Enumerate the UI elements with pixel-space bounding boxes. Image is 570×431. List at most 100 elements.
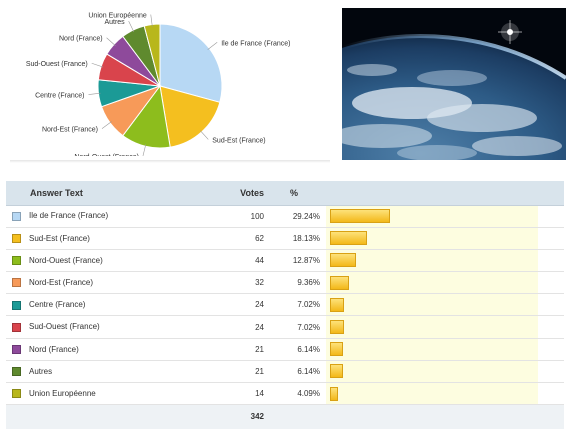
pie-slice-label: Sud-Ouest (France) (26, 61, 88, 68)
earth-photo (342, 8, 566, 160)
legend-swatch (12, 300, 21, 310)
legend-swatch (12, 211, 21, 221)
results-table: Answer Text Votes % Ile de France (Franc… (6, 181, 564, 429)
pie-slice-label: Union Européenne (88, 13, 146, 20)
chart-shadow (10, 160, 330, 163)
pie-chart-svg: Ile de France (France) Sud-Est (France) No… (26, 13, 290, 156)
percent-cell: 12.87% (268, 249, 326, 273)
row-spacer (538, 293, 564, 317)
answer-cell: Sud-Ouest (France) (6, 315, 216, 339)
total-votes: 342 (216, 404, 268, 429)
answer-text: Ile de France (France) (29, 211, 109, 221)
pie-leader-line (207, 42, 218, 50)
pie-slice-label: Nord (France) (59, 36, 103, 43)
answer-text: Sud-Est (France) (29, 233, 90, 243)
answer-cell: Sud-Est (France) (6, 227, 216, 250)
row-spacer (538, 338, 564, 361)
header-spacer (538, 181, 564, 206)
pie-leader-line (101, 121, 112, 129)
answer-text: Nord (France) (29, 344, 79, 354)
pie-leader-line (142, 144, 147, 156)
answer-cell: Ile de France (France) (6, 205, 216, 228)
votes-cell: 62 (216, 227, 268, 250)
table-row: Ile de France (France) 100 29.24% (6, 205, 564, 228)
total-pct-cell (268, 404, 326, 429)
vote-bar (330, 209, 390, 224)
answer-cell: Nord-Est (France) (6, 271, 216, 295)
row-spacer (538, 249, 564, 273)
answer-header: Answer Text (6, 181, 216, 206)
votes-cell: 32 (216, 271, 268, 295)
votes-cell: 24 (216, 293, 268, 317)
answer-text: Autres (29, 366, 53, 376)
legend-swatch (12, 256, 21, 266)
pie-slice-label: Ile de France (France) (221, 40, 290, 47)
row-spacer (538, 227, 564, 250)
vote-bar (330, 342, 343, 357)
bar-cell (326, 249, 538, 273)
bar-cell (326, 338, 538, 361)
bar-header (326, 181, 538, 206)
bar-cell (326, 360, 538, 384)
percent-cell: 6.14% (268, 360, 326, 384)
total-label-cell (6, 404, 216, 429)
votes-cell: 24 (216, 315, 268, 339)
table-row: Autres 21 6.14% (6, 360, 564, 384)
votes-cell: 21 (216, 338, 268, 361)
percent-cell: 18.13% (268, 227, 326, 250)
bar-cell (326, 227, 538, 250)
row-spacer (538, 360, 564, 384)
pie-leader-line (200, 130, 209, 140)
vote-bar (330, 364, 343, 379)
vote-bar (330, 386, 338, 401)
votes-cell: 21 (216, 360, 268, 384)
bar-cell (326, 293, 538, 317)
pie-leader-line (88, 92, 101, 95)
vote-bar (330, 231, 367, 246)
vote-bar (330, 253, 356, 268)
pie-leader-line (128, 21, 135, 33)
pie-leader-line (91, 62, 104, 68)
table-row: Nord (France) 21 6.14% (6, 338, 564, 361)
pie-leader-line (106, 37, 116, 46)
pie-slice-label: Sud-Est (France) (212, 137, 265, 144)
percent-cell: 9.36% (268, 271, 326, 295)
votes-header: Votes (216, 181, 268, 206)
answer-cell: Centre (France) (6, 293, 216, 317)
answer-text: Centre (France) (29, 300, 86, 310)
total-bar-cell (326, 404, 538, 429)
table-row: Union Européenne 14 4.09% (6, 382, 564, 406)
bar-cell (326, 271, 538, 295)
percent-cell: 6.14% (268, 338, 326, 361)
answer-text: Nord-Est (France) (29, 277, 94, 287)
pie-slice-label: Autres (104, 19, 125, 26)
answer-cell: Nord (France) (6, 338, 216, 361)
percent-header: % (268, 181, 326, 206)
total-spacer (538, 404, 564, 429)
legend-swatch (12, 367, 21, 377)
answer-text: Sud-Ouest (France) (29, 322, 100, 332)
vote-bar (330, 297, 344, 312)
table-row: Nord-Ouest (France) 44 12.87% (6, 249, 564, 273)
table-row: Centre (France) 24 7.02% (6, 293, 564, 317)
row-spacer (538, 315, 564, 339)
bar-cell (326, 382, 538, 406)
table-row: Nord-Est (France) 32 9.36% (6, 271, 564, 295)
table-header-row: Answer Text Votes % (6, 181, 564, 206)
vote-bar (330, 320, 344, 335)
row-spacer (538, 271, 564, 295)
votes-cell: 14 (216, 382, 268, 406)
bar-cell (326, 315, 538, 339)
percent-cell: 29.24% (268, 205, 326, 228)
row-spacer (538, 382, 564, 406)
percent-cell: 7.02% (268, 293, 326, 317)
pie-slice-label: Nord-Est (France) (42, 127, 98, 134)
percent-cell: 4.09% (268, 382, 326, 406)
answer-cell: Nord-Ouest (France) (6, 249, 216, 273)
bar-cell (326, 205, 538, 228)
total-row: 342 (6, 404, 564, 429)
pie-slice-label: Centre (France) (35, 93, 84, 100)
legend-swatch (12, 322, 21, 332)
votes-cell: 100 (216, 205, 268, 228)
legend-swatch (12, 278, 21, 288)
